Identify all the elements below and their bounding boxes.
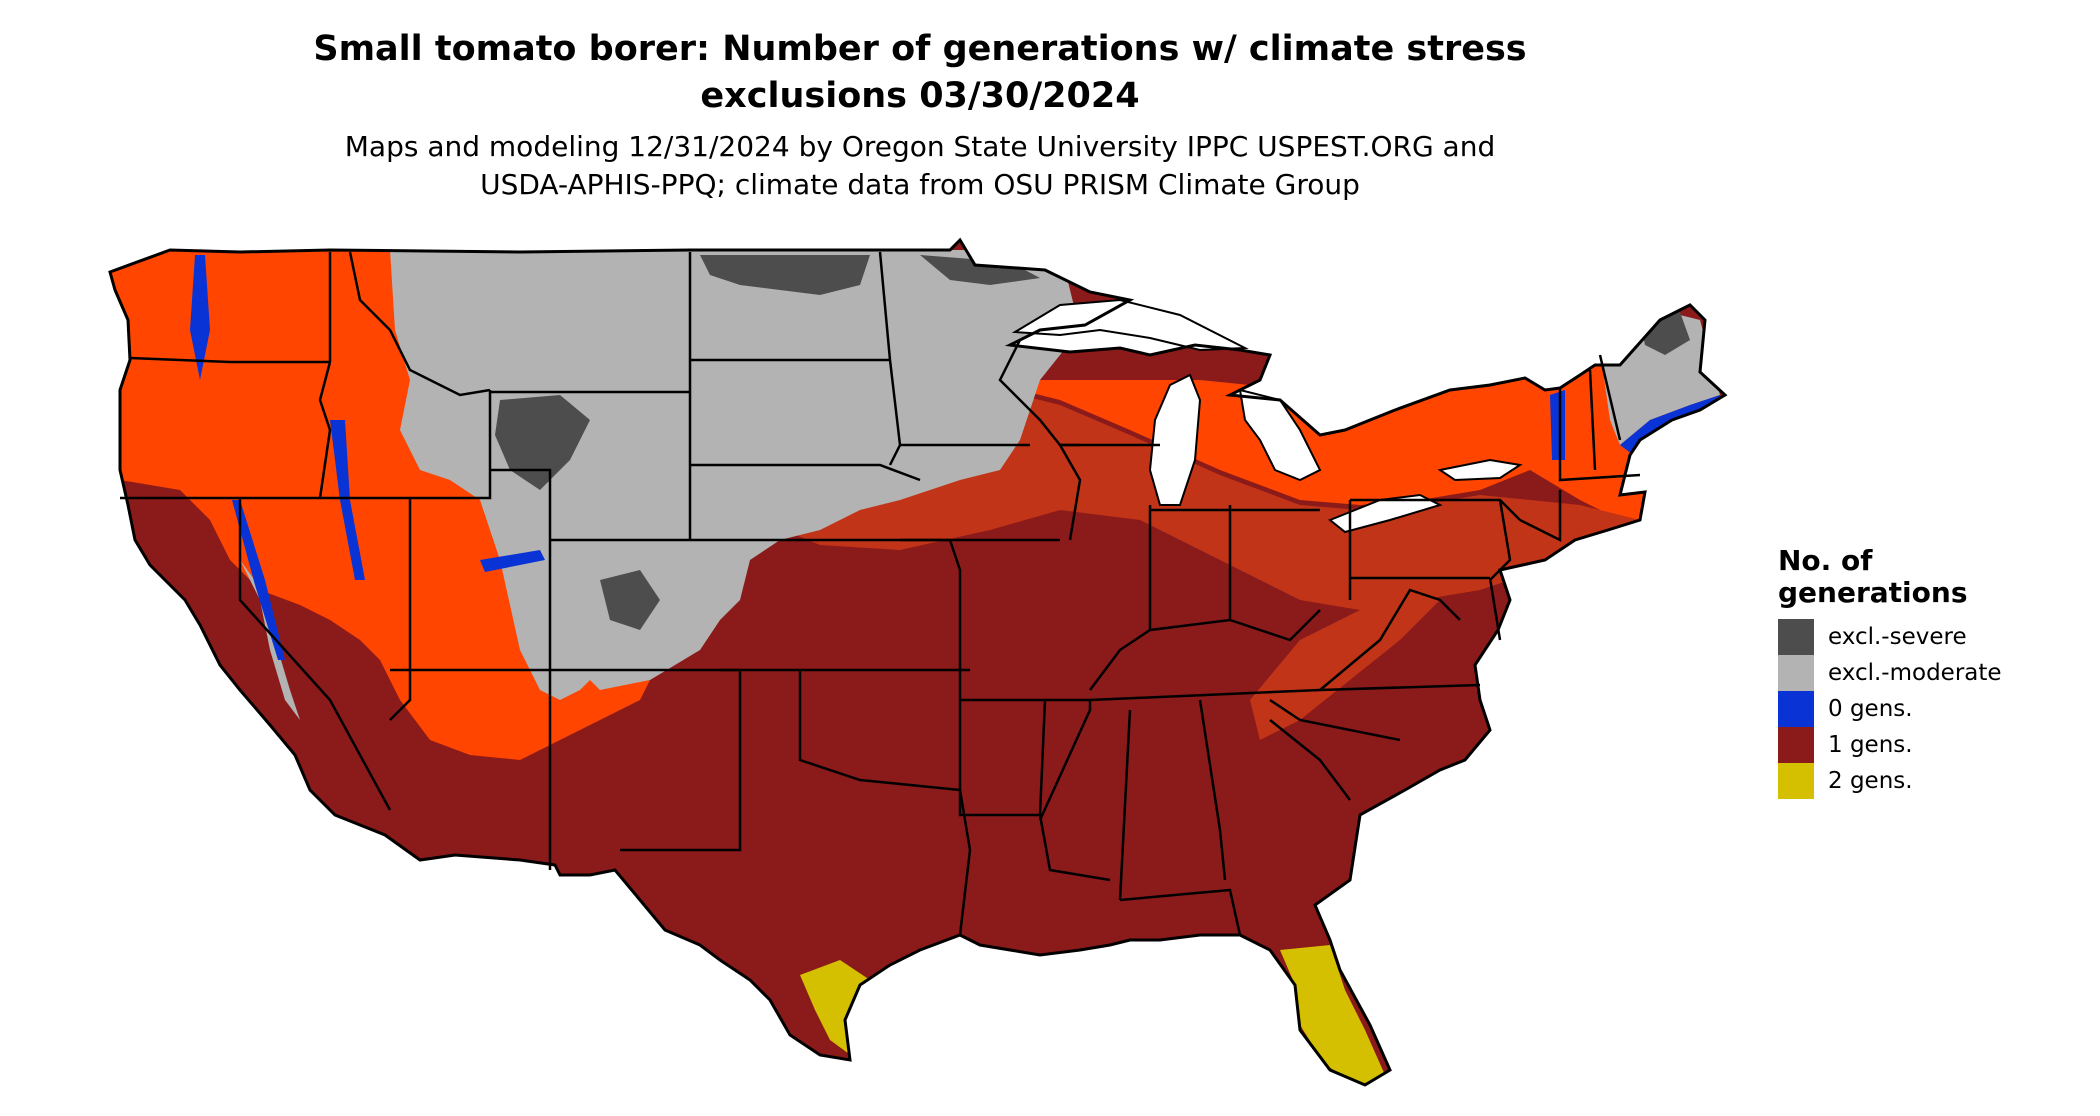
excl-severe-colorado — [600, 570, 660, 630]
legend-label: 0 gens. — [1828, 696, 1913, 722]
title-line-2: exclusions 03/30/2024 — [700, 76, 1140, 116]
title-line-1: Small tomato borer: Number of generation… — [313, 29, 1527, 69]
border-il-ky — [1089, 628, 1151, 691]
zero-gen-rockies — [330, 420, 365, 580]
zero-gen-colorado — [480, 550, 545, 572]
legend-swatch — [1778, 619, 1814, 655]
border-wa-or — [129, 356, 330, 364]
border-ar-la — [958, 700, 1040, 817]
border-ky-tn — [1089, 688, 1321, 702]
border-ny-vt-ma — [1558, 388, 1641, 482]
subtitle-line-2: USDA-APHIS-PPQ; climate data from OSU PR… — [480, 168, 1360, 201]
legend-title-line-1: No. of — [1778, 544, 1873, 577]
legend-swatch — [1778, 691, 1814, 727]
border-nv-az — [389, 668, 412, 721]
legend-item-one-gen: 1 gens. — [1778, 727, 2002, 763]
lake-michigan — [1148, 373, 1202, 506]
lake-ontario — [1437, 458, 1523, 482]
border-nm-tx — [620, 670, 742, 852]
us-outline — [108, 237, 1728, 1087]
border-sd-ne — [690, 463, 921, 482]
great-lakes — [1011, 298, 1523, 534]
border-ks-mo — [948, 539, 962, 700]
border-la-ms — [1038, 699, 1047, 816]
legend-title: No. of generations — [1778, 545, 2002, 609]
legend-swatch — [1778, 727, 1814, 763]
border-nj-pa — [1489, 499, 1512, 581]
map-subtitle: Maps and modeling 12/31/2024 by Oregon S… — [160, 128, 1680, 204]
legend: No. of generations excl.-severe excl.-mo… — [1778, 545, 2002, 799]
zero-gen-adirondack — [1550, 390, 1565, 460]
border-ms-la-south — [1038, 814, 1111, 882]
border-oh-ky-wv — [1149, 609, 1321, 642]
border-ca-nv — [238, 498, 392, 811]
border-tn-ms-al-ga — [1038, 700, 1092, 821]
border-fl — [1119, 888, 1242, 936]
border-id-wy-ut — [410, 390, 492, 500]
subtitle-line-1: Maps and modeling 12/31/2024 by Oregon S… — [344, 130, 1496, 163]
state-borders — [120, 251, 1641, 936]
map-title: Small tomato borer: Number of generation… — [160, 26, 1680, 120]
legend-label: excl.-severe — [1828, 624, 1967, 650]
border-ut-wy — [490, 468, 552, 540]
border-ok-tx — [798, 670, 961, 792]
legend-item-excl-severe: excl.-severe — [1778, 619, 2002, 655]
border-wv-va — [1319, 588, 1461, 691]
border-va-nc — [1319, 683, 1481, 692]
legend-item-excl-moderate: excl.-moderate — [1778, 655, 2002, 691]
border-ny-ct-nj — [1519, 490, 1562, 543]
zero-gen-sierra — [232, 500, 285, 660]
legend-swatch — [1778, 763, 1814, 799]
legend-label: 2 gens. — [1828, 768, 1913, 794]
legend-item-two-gens: 2 gens. — [1778, 763, 2002, 799]
border-nh-me — [1598, 354, 1622, 441]
one-gen-mid-appalachia — [1250, 590, 1440, 740]
border-id-mt — [348, 251, 491, 397]
legend-title-line-2: generations — [1778, 576, 1968, 609]
border-ia-il — [1058, 444, 1082, 541]
two-gen-florida — [1280, 945, 1385, 1085]
border-tx-la — [958, 789, 972, 936]
legend-label: excl.-moderate — [1828, 660, 2002, 686]
border-nd-mn — [878, 251, 902, 466]
border-al-ga — [1198, 699, 1227, 881]
excl-moderate-nevada — [240, 560, 300, 720]
legend-item-zero-gens: 0 gens. — [1778, 691, 2002, 727]
border-or-id — [318, 361, 332, 499]
border-ms-al — [1118, 709, 1132, 901]
border-md-de — [1488, 577, 1502, 641]
zero-gen-cascades — [190, 255, 210, 380]
border-ga-nc-sc — [1269, 698, 1401, 742]
border-vt-nh — [1588, 369, 1597, 471]
legend-label: 1 gens. — [1828, 732, 1913, 758]
legend-swatch — [1778, 655, 1814, 691]
border-ga-sc — [1269, 719, 1351, 801]
excl-severe-wyoming — [495, 395, 590, 490]
excl-severe-northdakota — [700, 255, 870, 295]
lake-huron — [1238, 388, 1322, 482]
